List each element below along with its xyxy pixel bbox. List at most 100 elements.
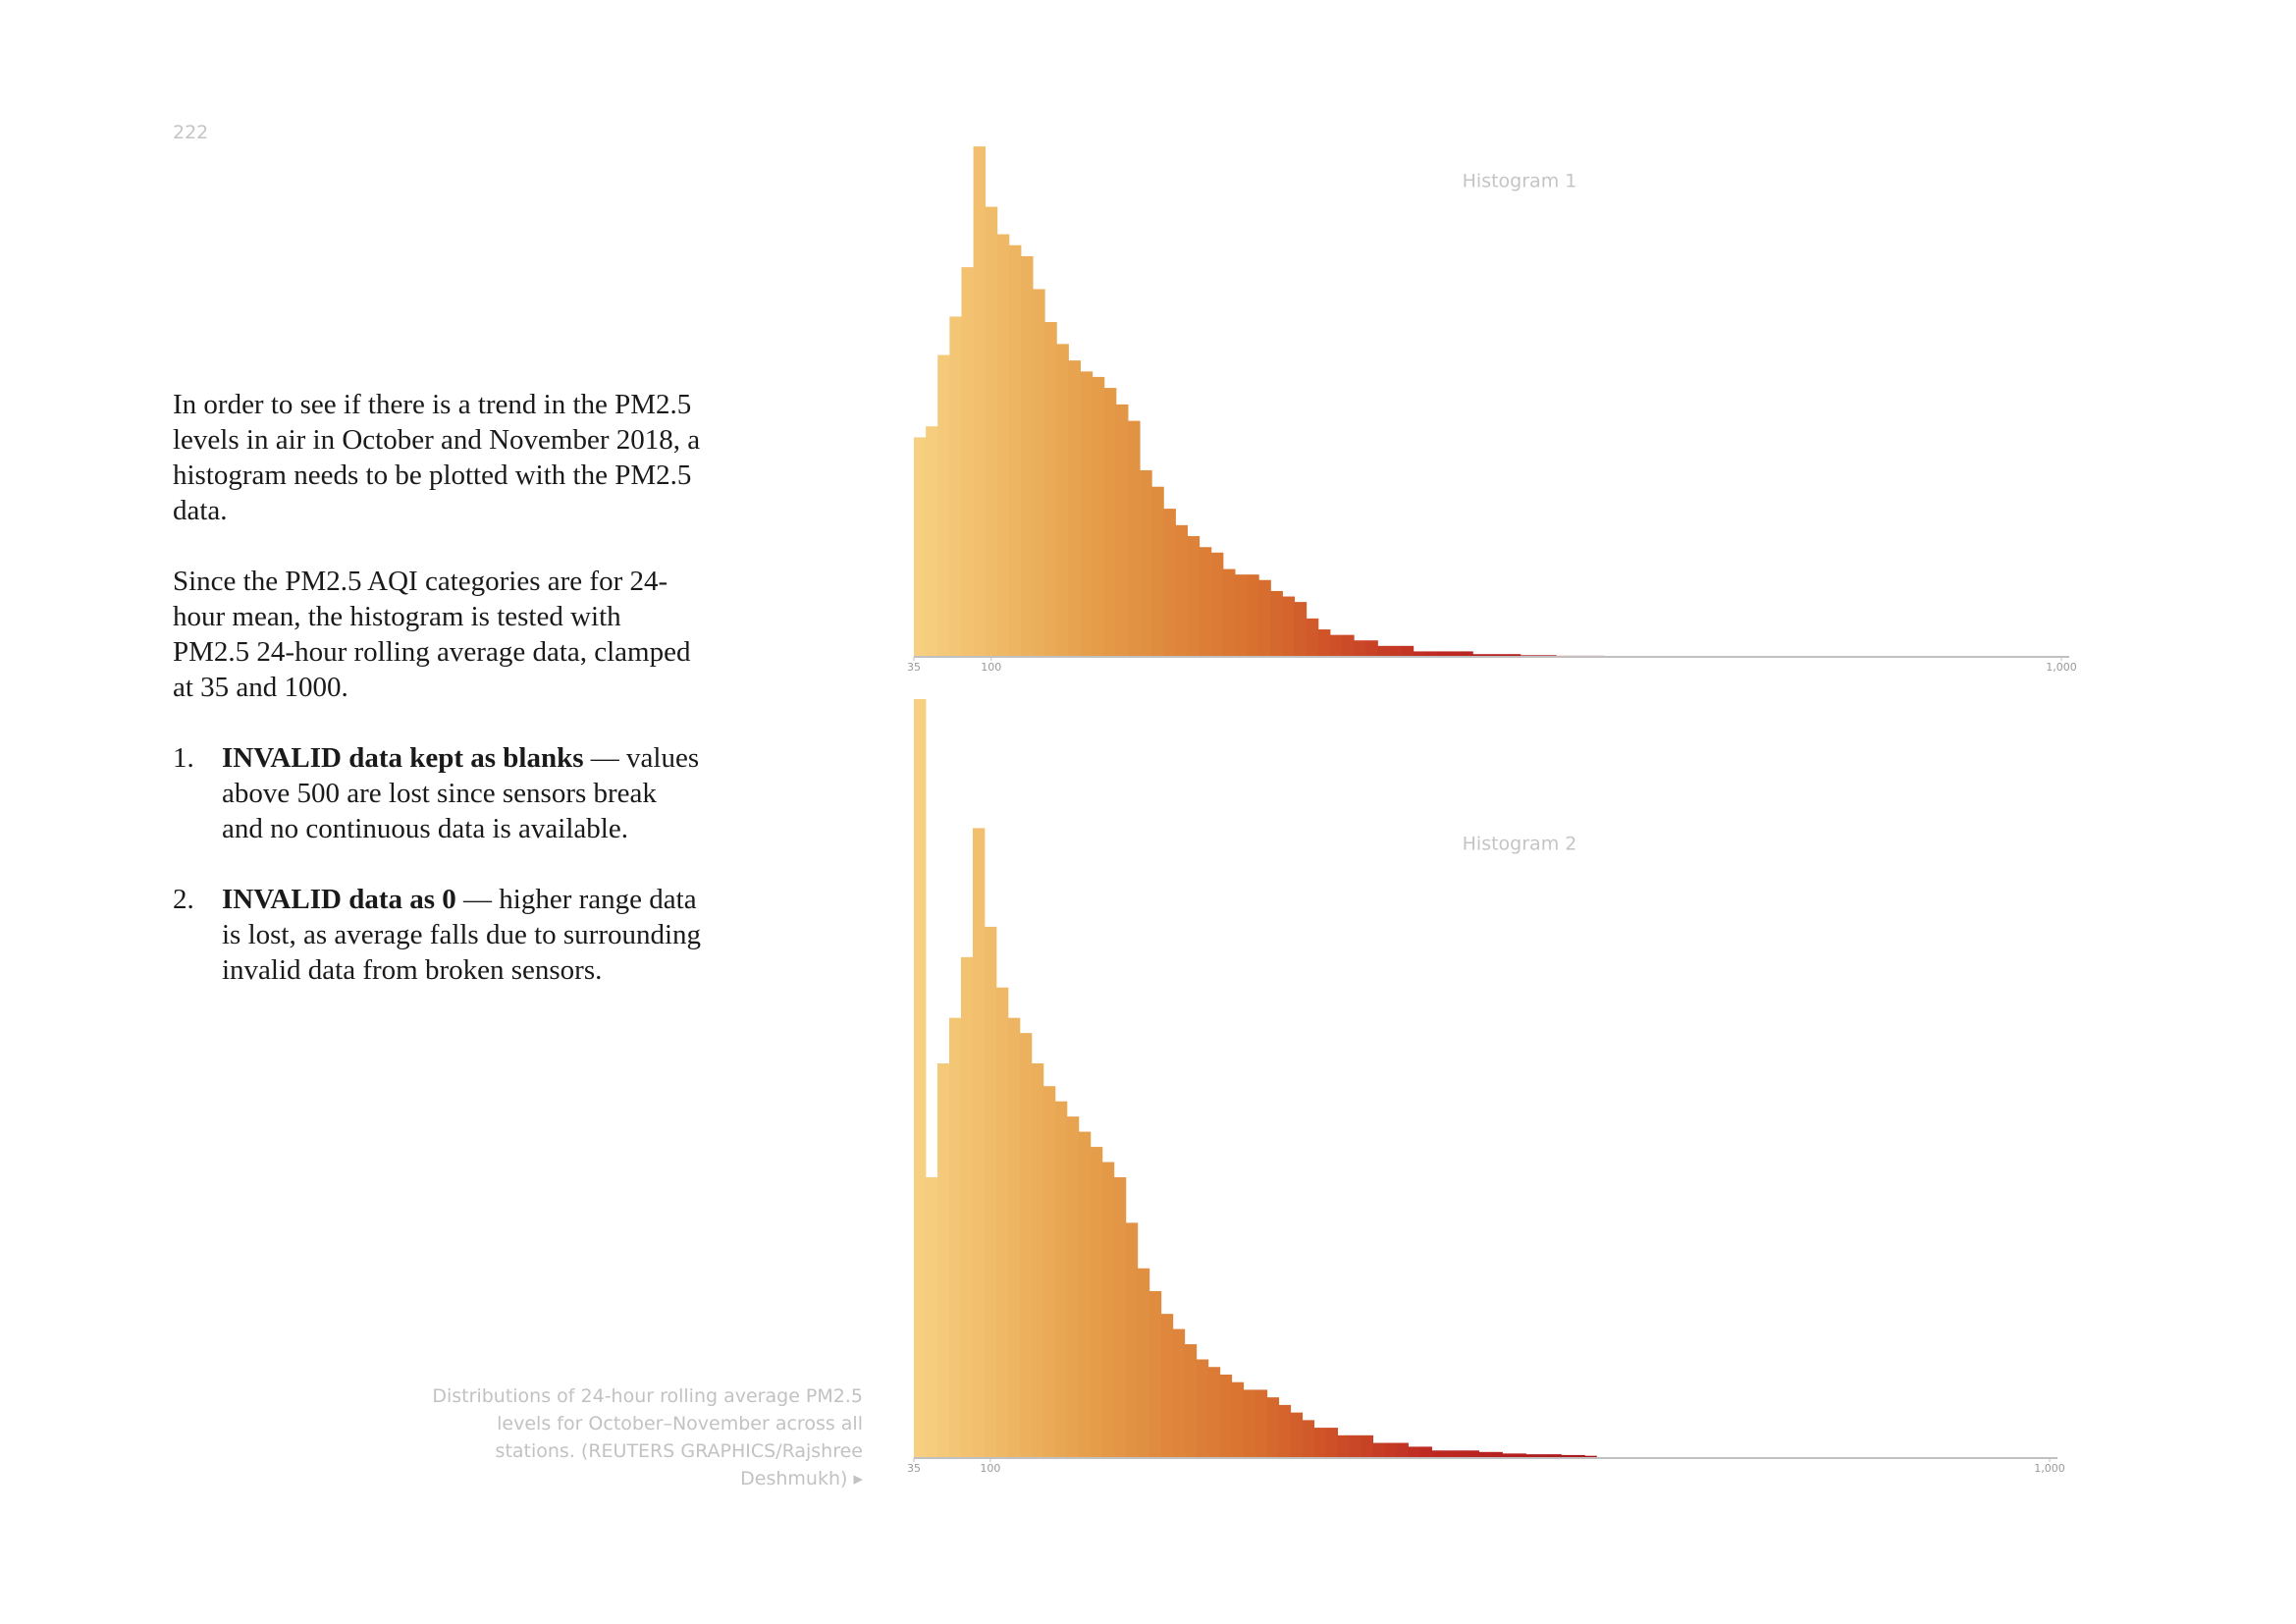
bar (1549, 1454, 1562, 1458)
bar (1255, 1389, 1268, 1458)
bar (1125, 1222, 1139, 1458)
paragraph: Since the PM2.5 AQI categories are for 2… (173, 566, 691, 703)
bar (1313, 1428, 1327, 1458)
bar (1044, 322, 1057, 657)
bar (1128, 420, 1141, 657)
bar (1467, 1450, 1479, 1458)
list-item: 1. INVALID data kept as blanks — values a… (173, 740, 703, 846)
bar (1103, 388, 1117, 657)
bar (948, 1017, 962, 1458)
page-number: 222 (173, 122, 209, 143)
bar (1431, 1450, 1444, 1458)
bar (1101, 1162, 1115, 1458)
list-item: 2. INVALID data as 0 — higher range data … (173, 882, 703, 988)
bar (1419, 1446, 1432, 1458)
bar (1514, 1453, 1526, 1458)
bar (1573, 1454, 1585, 1458)
bar (1172, 1328, 1186, 1458)
bar (1021, 255, 1034, 657)
bar (995, 987, 1009, 1458)
bar (1160, 1314, 1174, 1458)
bar (985, 206, 998, 657)
bar (926, 426, 938, 657)
bar (1508, 654, 1522, 657)
bar (936, 1063, 950, 1458)
bar (1196, 1359, 1209, 1458)
bar (1317, 629, 1331, 657)
bar (1068, 360, 1081, 657)
paragraph: In order to see if there is a trend in t… (173, 389, 701, 526)
list-number: 1. (173, 742, 194, 774)
bar (1437, 651, 1450, 657)
bar (972, 828, 986, 1458)
bar (1484, 654, 1497, 657)
bar (1033, 289, 1045, 657)
list-number: 2. (173, 884, 194, 915)
bar (1342, 634, 1355, 657)
list-text: — values above 500 are lost since sensor… (222, 742, 700, 844)
bar (1199, 547, 1212, 657)
bar (1372, 1442, 1385, 1458)
bar (1329, 634, 1343, 657)
body-text: In order to see if there is a trend in t… (173, 387, 703, 1023)
bar (914, 437, 927, 657)
bar (1113, 1176, 1127, 1458)
bar (1066, 1116, 1080, 1458)
bar (1187, 536, 1201, 657)
bar (1031, 1063, 1044, 1458)
bar (1056, 344, 1069, 657)
bar (1184, 1344, 1198, 1458)
bar (1302, 1420, 1315, 1458)
list-text: — higher range data is lost, as average … (222, 884, 702, 986)
bar (1243, 1389, 1256, 1458)
x-tick-label: 100 (981, 661, 1001, 674)
bar (949, 316, 962, 657)
bar (1163, 509, 1176, 657)
chart-title: Histogram 2 (1463, 834, 1577, 855)
x-tick-label: 1,000 (2034, 1462, 2065, 1475)
bar (1282, 596, 1296, 657)
bar (1007, 1017, 1021, 1458)
bar (1207, 1367, 1221, 1458)
bar (1294, 602, 1308, 657)
bar (1496, 654, 1510, 657)
bar (1461, 651, 1473, 657)
list-bold: INVALID data kept as blanks (222, 742, 584, 774)
bar (961, 267, 974, 657)
bar (1222, 568, 1236, 657)
bar (1258, 579, 1271, 657)
bar (1408, 1446, 1420, 1458)
bar (1140, 469, 1152, 657)
bar (1354, 640, 1366, 657)
x-tick-label: 100 (980, 1462, 1000, 1475)
bar (1054, 1101, 1068, 1458)
bar (984, 926, 997, 1458)
bar (1266, 1397, 1280, 1458)
bar (1080, 371, 1094, 657)
bar (1210, 552, 1224, 657)
list-bold: INVALID data as 0 (222, 884, 456, 915)
bar (1337, 1435, 1351, 1458)
bar (1219, 1374, 1233, 1458)
bar (1042, 1086, 1056, 1458)
bar (914, 699, 927, 1458)
bar (1502, 1453, 1515, 1458)
bar (1525, 1454, 1538, 1458)
bar (1270, 590, 1283, 657)
bar (1490, 1451, 1503, 1458)
bar (1424, 651, 1438, 657)
bar (1078, 1131, 1092, 1458)
bar (1413, 651, 1426, 657)
bar (1008, 244, 1022, 657)
chart-title: Histogram 1 (1463, 171, 1577, 192)
bar (1377, 645, 1390, 657)
bar (960, 956, 974, 1458)
bar (1151, 486, 1164, 657)
bar (1449, 651, 1462, 657)
bar (973, 146, 987, 657)
bar (1278, 1404, 1292, 1458)
bar (937, 354, 950, 657)
bar (1247, 574, 1259, 657)
